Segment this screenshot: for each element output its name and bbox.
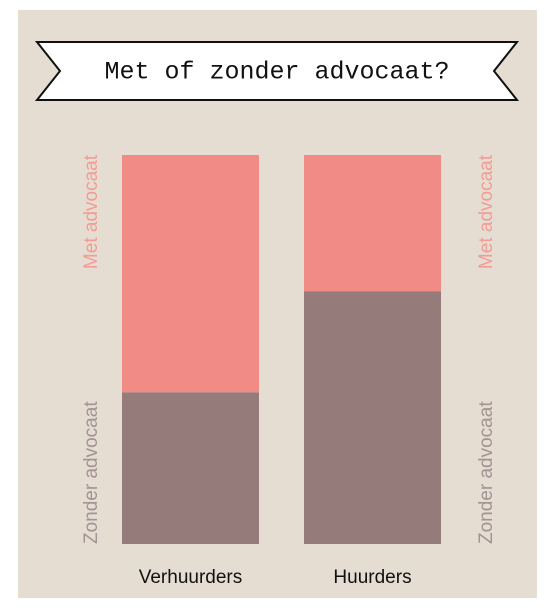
x-tick-label: Verhuurders [139,567,243,588]
x-tick-label: Huurders [333,567,411,588]
series-label: Zonder advocaat [81,401,102,544]
panel [18,10,537,598]
bar-segment [122,155,259,393]
series-label: Met advocaat [81,154,102,269]
bar-segment [304,155,441,292]
series-label: Zonder advocaat [476,401,497,544]
bar-segment [122,392,259,544]
bar-segment [304,291,441,544]
chart-title: Met of zonder advocaat? [104,58,449,87]
title-banner [34,41,520,101]
series-label: Met advocaat [476,154,497,269]
